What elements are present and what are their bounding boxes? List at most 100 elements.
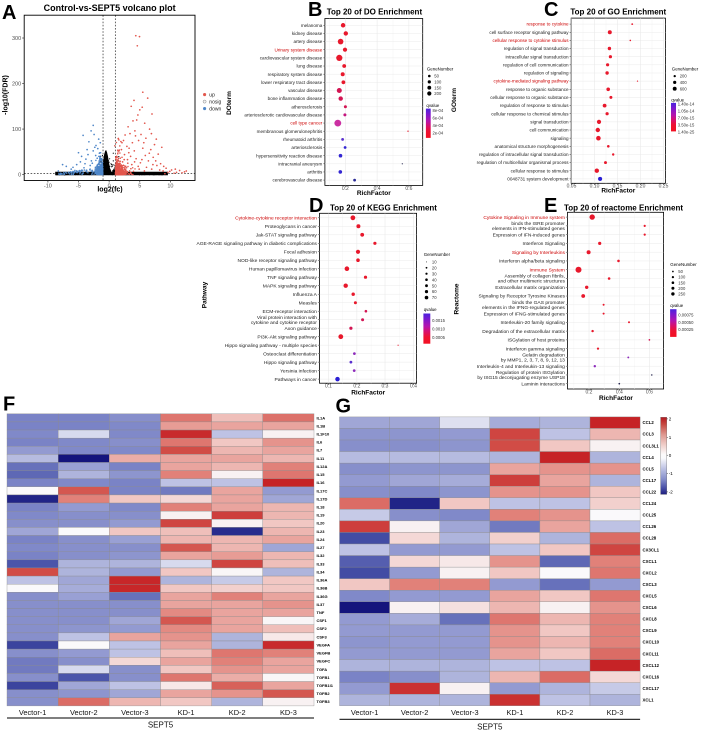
svg-text:IL16: IL16	[317, 480, 326, 485]
svg-text:cell surface receptor signalin: cell surface receptor signaling pathway	[489, 30, 569, 35]
svg-text:Degradation of the extracellul: Degradation of the extracellular matrix	[482, 329, 565, 335]
svg-text:elements in the IFNG-regulated: elements in the IFNG-regulated genes	[482, 305, 565, 311]
svg-text:Jak-STAT signaling pathway: Jak-STAT signaling pathway	[256, 233, 318, 239]
svg-text:Control-vs-SEPT5 volcano plot: Control-vs-SEPT5 volcano plot	[44, 3, 176, 13]
svg-text:400: 400	[680, 80, 688, 85]
svg-text:CXCL12: CXCL12	[643, 663, 660, 668]
svg-text:TGFB1: TGFB1	[317, 675, 331, 680]
svg-text:and other multimeric structure: and other multimeric structures	[498, 279, 566, 285]
svg-text:IL34: IL34	[317, 569, 326, 574]
svg-text:CXCL17: CXCL17	[643, 686, 660, 691]
svg-text:Hippo signaling pathway - mult: Hippo signaling pathway - multiple speci…	[225, 343, 318, 349]
svg-text:-1: -1	[669, 471, 673, 476]
svg-text:0: 0	[18, 172, 21, 178]
svg-text:cell type cancer: cell type cancer	[290, 121, 322, 126]
svg-text:vascular disease: vascular disease	[288, 88, 323, 93]
svg-text:0: 0	[669, 453, 672, 458]
svg-text:cellular response to chemical: cellular response to chemical stimulus	[491, 111, 569, 116]
svg-text:RichFactor: RichFactor	[601, 188, 635, 195]
svg-text:Vector-2: Vector-2	[70, 708, 98, 717]
svg-text:0.6: 0.6	[405, 186, 412, 192]
svg-text:qvalue: qvalue	[671, 97, 684, 102]
svg-text:150: 150	[678, 280, 686, 285]
svg-text:20: 20	[432, 265, 437, 270]
svg-text:IL1F10: IL1F10	[317, 432, 330, 437]
svg-text:KD-1: KD-1	[178, 708, 195, 717]
svg-text:regulation of multicellular or: regulation of multicellular organismal p…	[477, 160, 570, 165]
svg-text:regulation of response to stim: regulation of response to stimulus	[500, 103, 569, 108]
svg-text:anatomical structure morphogen: anatomical structure morphogenesis	[495, 144, 570, 149]
svg-text:PI3K-Akt signaling pathway: PI3K-Akt signaling pathway	[257, 334, 317, 340]
svg-text:VEGFB: VEGFB	[317, 651, 331, 656]
svg-text:Top 20 of reactome Enrichment: Top 20 of reactome Enrichment	[564, 204, 683, 213]
svg-text:Signaling by Receptor Tyrosine: Signaling by Receptor Tyrosine Kinases	[479, 294, 566, 300]
svg-text:CXCL5: CXCL5	[643, 594, 658, 599]
svg-text:0.15: 0.15	[613, 184, 623, 190]
svg-text:IL32: IL32	[317, 553, 326, 558]
svg-text:CXCL6: CXCL6	[643, 605, 658, 610]
svg-text:intracranial aneurysm: intracranial aneurysm	[278, 161, 322, 166]
svg-text:CXCL8: CXCL8	[643, 617, 658, 622]
svg-text:signal transduction: signal transduction	[530, 120, 569, 125]
svg-text:100: 100	[12, 127, 21, 133]
svg-text:Pathways in cancer: Pathways in cancer	[274, 377, 317, 383]
svg-text:IL27: IL27	[317, 545, 326, 550]
svg-text:IL36G: IL36G	[317, 594, 328, 599]
svg-text:Assembly of collagen fibrils,: Assembly of collagen fibrils,	[505, 274, 565, 280]
svg-text:rheumatoid arthritis: rheumatoid arthritis	[283, 137, 323, 142]
svg-text:response to organic substance: response to organic substance	[506, 87, 569, 92]
svg-text:qvalue: qvalue	[426, 103, 439, 108]
svg-text:50: 50	[434, 74, 439, 79]
svg-text:CXCL11: CXCL11	[643, 651, 660, 656]
svg-text:0: 0	[108, 184, 111, 190]
svg-text:cellular response to cytokine: cellular response to cytokine stimulus	[493, 38, 570, 43]
svg-text:0.4: 0.4	[374, 186, 381, 192]
svg-text:CXCL9: CXCL9	[643, 628, 658, 633]
svg-text:Expression of IFN-induced gene: Expression of IFN-induced genes	[493, 232, 566, 238]
svg-text:CCL28: CCL28	[643, 536, 657, 541]
svg-text:200: 200	[434, 91, 442, 96]
svg-text:TGFB3: TGFB3	[317, 699, 331, 704]
svg-text:IL18: IL18	[317, 505, 326, 510]
svg-text:cerebrovascular disease: cerebrovascular disease	[273, 178, 323, 183]
svg-text:regulation of intracellular si: regulation of intracellular signal trans…	[479, 152, 569, 157]
svg-text:-5: -5	[76, 184, 81, 190]
svg-text:2: 2	[669, 417, 672, 422]
svg-text:E: E	[544, 195, 557, 217]
svg-text:CCL2: CCL2	[643, 420, 655, 425]
svg-text:IL1A: IL1A	[317, 415, 326, 420]
svg-text:100: 100	[434, 80, 442, 85]
svg-text:0.05: 0.05	[567, 184, 577, 190]
svg-text:Viral protein interaction with: Viral protein interaction with	[257, 315, 317, 321]
svg-text:GeneNumber: GeneNumber	[672, 67, 699, 72]
svg-text:IL36A: IL36A	[317, 578, 328, 583]
svg-text:VEGFC: VEGFC	[317, 659, 331, 664]
svg-text:Interferon Signaling: Interferon Signaling	[522, 241, 565, 247]
svg-text:Top 20 of KEGG Enrichment: Top 20 of KEGG Enrichment	[330, 204, 437, 213]
svg-text:IL36B: IL36B	[317, 586, 328, 591]
svg-text:1: 1	[669, 435, 672, 440]
svg-text:Focal adhesion: Focal adhesion	[284, 250, 317, 256]
svg-text:IL19: IL19	[317, 513, 326, 518]
svg-text:10: 10	[167, 184, 173, 190]
svg-text:GeneNumber: GeneNumber	[427, 67, 454, 72]
svg-text:signaling: signaling	[550, 136, 569, 141]
svg-text:Hippo signaling pathway: Hippo signaling pathway	[264, 360, 318, 366]
svg-text:qvalue: qvalue	[670, 303, 683, 308]
svg-text:arteriosclerosis: arteriosclerosis	[291, 145, 323, 150]
svg-text:Vector-1: Vector-1	[351, 708, 379, 717]
svg-text:cellular response to stimulus: cellular response to stimulus	[511, 168, 570, 173]
svg-text:60: 60	[432, 289, 437, 294]
svg-text:KD-1: KD-1	[506, 708, 523, 717]
svg-text:TGFB2: TGFB2	[317, 691, 331, 696]
svg-text:0.20: 0.20	[636, 184, 646, 190]
svg-text:regulation of signaling: regulation of signaling	[524, 71, 569, 76]
svg-text:0.0005: 0.0005	[432, 335, 445, 340]
svg-text:Yersinia infection: Yersinia infection	[280, 368, 317, 374]
svg-text:IL37: IL37	[317, 602, 326, 607]
svg-text:Gelatin degradation: Gelatin degradation	[522, 353, 565, 359]
svg-text:100: 100	[678, 275, 686, 280]
svg-text:CXCL16: CXCL16	[643, 674, 660, 679]
svg-text:regulation of cell communicati: regulation of cell communication	[503, 62, 569, 67]
svg-text:Extracellular matrix organizat: Extracellular matrix organization	[495, 285, 565, 291]
